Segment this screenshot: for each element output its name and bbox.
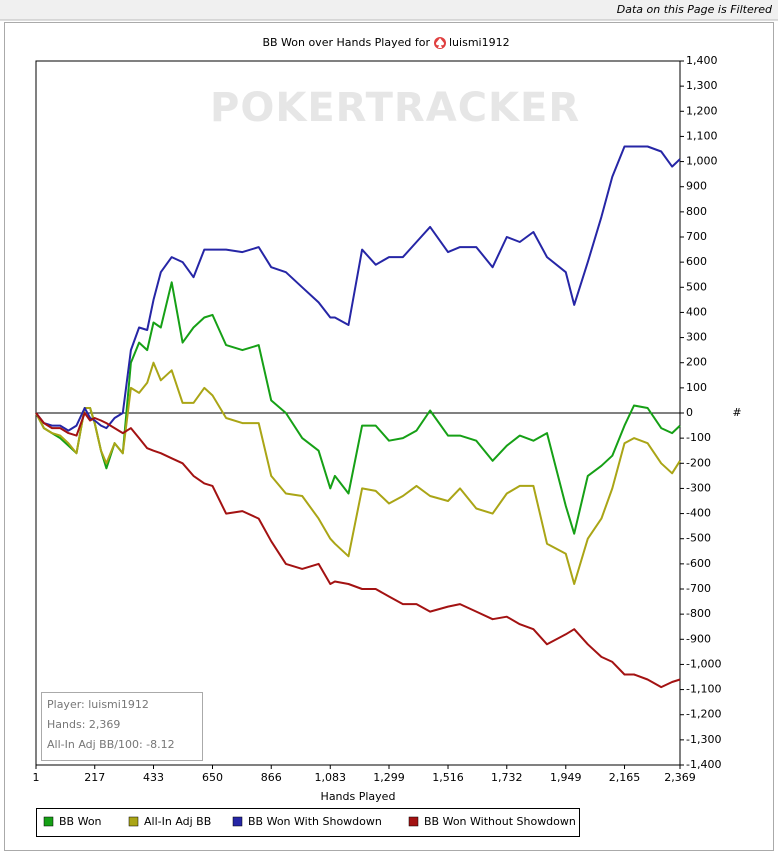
y-tick-label: 400 bbox=[686, 305, 707, 318]
x-tick-label: 1 bbox=[33, 771, 40, 784]
y-tick-label: 900 bbox=[686, 180, 707, 193]
x-tick-label: 217 bbox=[84, 771, 105, 784]
legend-swatch bbox=[43, 816, 54, 827]
y-tick-label: 800 bbox=[686, 205, 707, 218]
chart-title: BB Won over Hands Played for bbox=[262, 36, 430, 49]
legend-label: BB Won bbox=[59, 815, 102, 828]
y-tick-label: 200 bbox=[686, 356, 707, 369]
y-tick-label: 1,000 bbox=[686, 155, 718, 168]
y-tick-label: 0 bbox=[686, 406, 693, 419]
series-line bbox=[35, 361, 681, 585]
legend-swatch bbox=[232, 816, 243, 827]
banner-text: Data on this Page is Filtered bbox=[617, 3, 773, 16]
info-text: Player: luismi1912 bbox=[47, 698, 149, 711]
y-tick-label: -600 bbox=[686, 557, 711, 570]
y-tick-label: 1,400 bbox=[686, 54, 718, 67]
y-tick-label: 1,100 bbox=[686, 129, 718, 142]
x-tick-label: 1,949 bbox=[550, 771, 582, 784]
y-tick-label: -1,200 bbox=[686, 708, 721, 721]
y-tick-label: 100 bbox=[686, 381, 707, 394]
x-tick-label: 1,732 bbox=[491, 771, 523, 784]
y-tick-label: 1,200 bbox=[686, 104, 718, 117]
x-tick-label: 2,369 bbox=[664, 771, 696, 784]
info-text: All-In Adj BB/100: -8.12 bbox=[47, 738, 175, 751]
y-axis-label: # bbox=[732, 406, 741, 419]
legend-label: All-In Adj BB bbox=[144, 815, 211, 828]
x-tick-label: 433 bbox=[143, 771, 164, 784]
y-tick-label: 1,300 bbox=[686, 79, 718, 92]
y-tick-label: -200 bbox=[686, 456, 711, 469]
y-tick-label: -1,400 bbox=[686, 758, 721, 771]
legend-label: BB Won With Showdown bbox=[248, 815, 382, 828]
x-tick-label: 2,165 bbox=[609, 771, 641, 784]
y-tick-label: 700 bbox=[686, 230, 707, 243]
y-tick-label: -1,100 bbox=[686, 683, 721, 696]
x-tick-label: 650 bbox=[202, 771, 223, 784]
x-tick-label: 1,299 bbox=[373, 771, 405, 784]
chart-title-player: luismi1912 bbox=[449, 36, 510, 49]
spade-icon bbox=[434, 37, 446, 49]
series-line bbox=[35, 412, 681, 689]
y-tick-label: -500 bbox=[686, 532, 711, 545]
legend-label: BB Won Without Showdown bbox=[424, 815, 576, 828]
series-line bbox=[35, 145, 681, 432]
y-tick-label: -100 bbox=[686, 431, 711, 444]
y-tick-label: -900 bbox=[686, 632, 711, 645]
banner-bar bbox=[0, 0, 778, 20]
info-text: Hands: 2,369 bbox=[47, 718, 120, 731]
y-tick-label: 300 bbox=[686, 331, 707, 344]
y-tick-label: -1,000 bbox=[686, 657, 721, 670]
x-tick-label: 866 bbox=[261, 771, 282, 784]
legend-swatch bbox=[408, 816, 419, 827]
x-axis-label: Hands Played bbox=[321, 790, 396, 803]
x-tick-label: 1,516 bbox=[432, 771, 464, 784]
legend-swatch bbox=[128, 816, 139, 827]
info-box bbox=[41, 692, 203, 761]
y-tick-label: -300 bbox=[686, 481, 711, 494]
y-tick-label: 600 bbox=[686, 255, 707, 268]
y-tick-label: -400 bbox=[686, 507, 711, 520]
watermark: POKERTRACKER bbox=[210, 85, 580, 131]
y-tick-label: -1,300 bbox=[686, 733, 721, 746]
legend bbox=[36, 808, 580, 837]
y-tick-label: -700 bbox=[686, 582, 711, 595]
y-tick-label: 500 bbox=[686, 280, 707, 293]
y-tick-label: -800 bbox=[686, 607, 711, 620]
x-tick-label: 1,083 bbox=[315, 771, 347, 784]
